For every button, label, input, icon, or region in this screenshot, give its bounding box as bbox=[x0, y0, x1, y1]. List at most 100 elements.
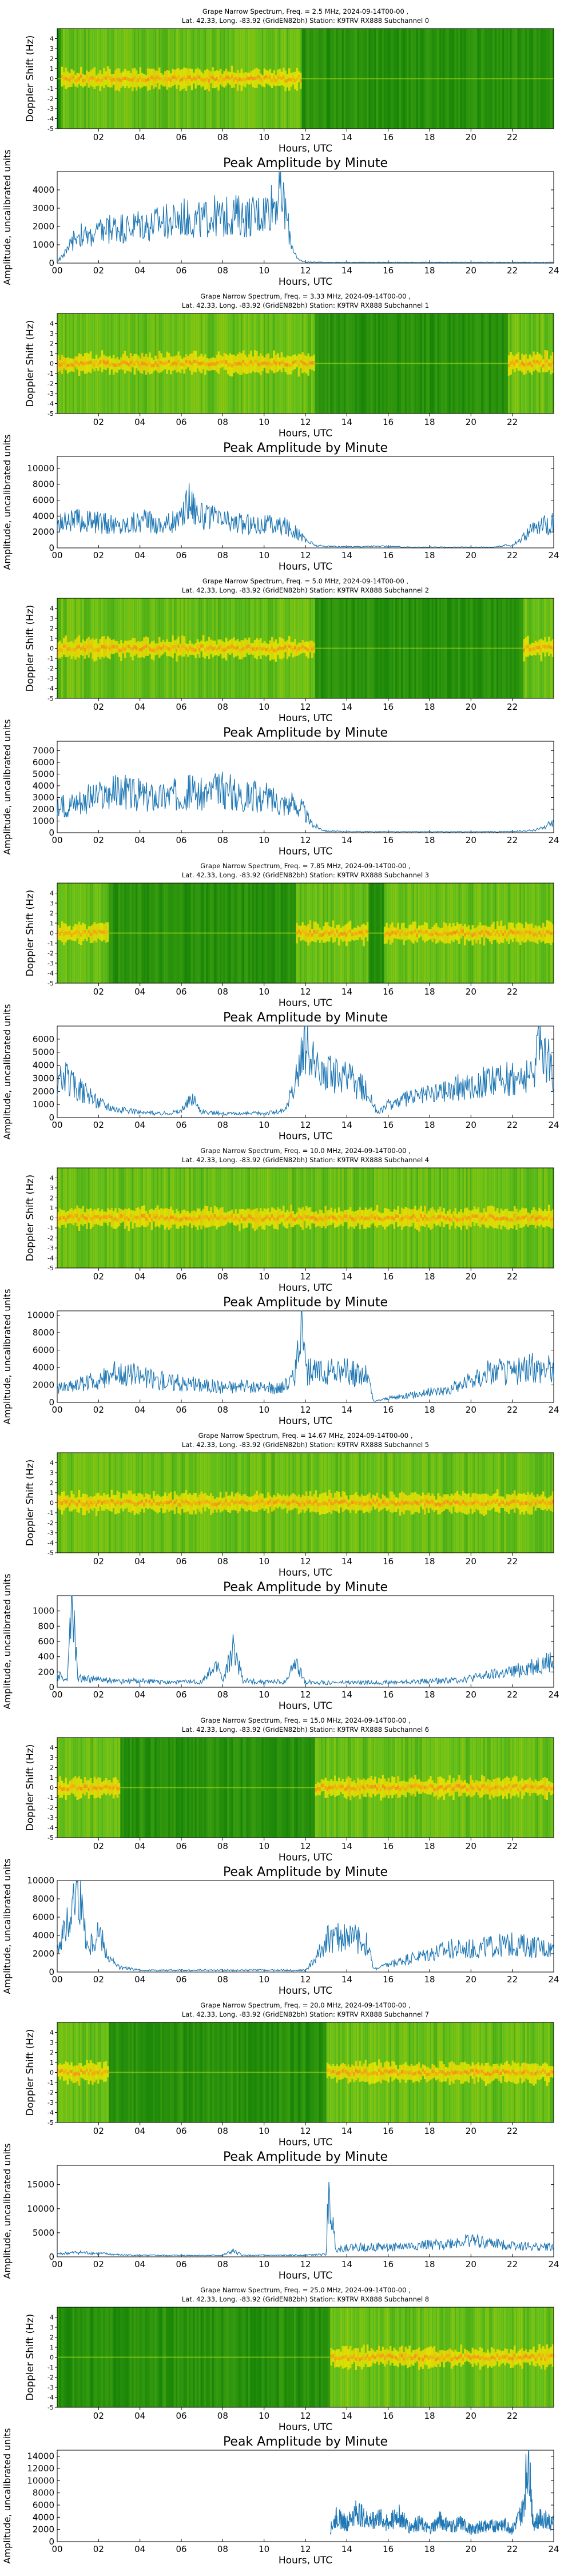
spectrum-faint-carrier bbox=[426, 648, 428, 649]
spectrum-faint-carrier bbox=[430, 78, 432, 79]
spectrum-faint-carrier bbox=[334, 363, 336, 364]
spectrum-carrier bbox=[431, 1216, 434, 1219]
spectrum-carrier bbox=[515, 931, 518, 935]
spectrum-carrier bbox=[380, 1218, 382, 1221]
spectrum-faint-carrier bbox=[500, 78, 503, 79]
spectrum-carrier bbox=[189, 1217, 191, 1220]
spectrum-carrier bbox=[471, 1502, 474, 1505]
spectrum-carrier bbox=[122, 77, 125, 80]
spectrum-carrier bbox=[109, 77, 111, 80]
spectrum-carrier bbox=[357, 931, 359, 935]
spectrum-faint-carrier bbox=[264, 933, 266, 934]
y-tick-label: 6000 bbox=[33, 1034, 54, 1044]
spectrum-faint-carrier bbox=[426, 363, 428, 364]
spectrum-carrier bbox=[172, 1215, 174, 1219]
spectrum-carrier bbox=[307, 363, 309, 366]
spectrum-faint-carrier bbox=[124, 933, 126, 934]
spectrum-carrier bbox=[447, 1216, 449, 1219]
spectrum-faint-carrier bbox=[252, 933, 255, 934]
spectrum-carrier bbox=[92, 76, 94, 79]
spectrum-carrier bbox=[386, 1216, 388, 1219]
spectrum-carrier bbox=[183, 76, 185, 79]
x-tick-label: 02 bbox=[93, 987, 104, 997]
spectrum-carrier bbox=[443, 931, 445, 935]
spectrum-carrier bbox=[401, 1500, 403, 1504]
spectrum-faint-carrier bbox=[187, 933, 189, 934]
spectrum-carrier bbox=[477, 1500, 479, 1504]
spectrum-carrier bbox=[271, 1502, 273, 1506]
spectrum-carrier bbox=[78, 931, 81, 935]
spectrum-carrier bbox=[448, 1502, 451, 1505]
spectrum-faint-carrier bbox=[439, 648, 442, 649]
spectrum-carrier bbox=[462, 1217, 464, 1221]
spectrum-faint-carrier bbox=[495, 363, 497, 364]
spectrum-carrier bbox=[345, 1500, 348, 1504]
spectrum-faint-carrier bbox=[279, 933, 281, 934]
spectrum-carrier bbox=[451, 1502, 453, 1505]
spectrum-faint-carrier bbox=[403, 78, 405, 79]
spectrum-faint-carrier bbox=[420, 648, 422, 649]
x-tick-label: 06 bbox=[176, 1689, 186, 1700]
spectrum-carrier bbox=[357, 1501, 359, 1505]
y-tick-label: -5 bbox=[47, 1265, 54, 1272]
spectrum-carrier bbox=[535, 1217, 537, 1221]
spectrum-carrier bbox=[118, 363, 121, 367]
spectrum-carrier bbox=[488, 1502, 491, 1505]
y-axis-label: Doppler Shift (Hz) bbox=[25, 605, 36, 692]
spectrum-faint-carrier bbox=[475, 648, 478, 649]
spectrum-carrier bbox=[69, 931, 71, 934]
spectrum-carrier bbox=[143, 1214, 145, 1218]
spectrum-carrier bbox=[63, 932, 65, 936]
spectrum-faint-carrier bbox=[191, 933, 193, 934]
spectrum-carrier bbox=[141, 1214, 144, 1218]
spectrum-faint-carrier bbox=[454, 78, 456, 79]
spectrum-carrier bbox=[273, 649, 275, 652]
spectrum-carrier bbox=[363, 1218, 365, 1221]
spectrum-carrier bbox=[288, 78, 291, 81]
spectrum-carrier bbox=[158, 646, 161, 649]
y-tick-label: 2 bbox=[50, 340, 54, 348]
spectrum-carrier bbox=[157, 364, 159, 367]
spectrum-faint-carrier bbox=[158, 933, 161, 934]
spectrum-faint-carrier bbox=[452, 648, 455, 649]
spectrum-faint-carrier bbox=[181, 933, 184, 934]
x-tick-label: 14 bbox=[341, 265, 352, 276]
spectrum-carrier bbox=[265, 1215, 268, 1219]
spectrum-carrier bbox=[462, 929, 464, 933]
spectrum-carrier bbox=[403, 1502, 405, 1505]
spectrum-carrier bbox=[216, 77, 218, 81]
spectrum-faint-carrier bbox=[518, 648, 520, 649]
spectrum-carrier bbox=[470, 1501, 472, 1505]
spectrum-carrier bbox=[189, 1502, 191, 1505]
spectrum-carrier bbox=[122, 646, 125, 650]
spectrum-carrier bbox=[279, 646, 281, 650]
y-tick-label: 5000 bbox=[33, 769, 54, 779]
spectrum-carrier bbox=[128, 78, 130, 81]
spectrum-carrier bbox=[277, 1499, 279, 1502]
x-tick-label: 20 bbox=[466, 550, 476, 560]
spectrum-carrier bbox=[491, 1501, 493, 1504]
spectrum-carrier bbox=[307, 1215, 309, 1218]
spectrum-carrier bbox=[537, 1499, 539, 1502]
spectrum-carrier bbox=[65, 931, 67, 935]
spectrum-carrier bbox=[65, 1218, 67, 1222]
spectrum-faint-carrier bbox=[515, 648, 518, 649]
spectrum-carrier bbox=[452, 931, 455, 935]
spectrum-carrier bbox=[113, 1218, 115, 1222]
spectrum-carrier bbox=[67, 364, 69, 367]
y-tick-label: -5 bbox=[47, 125, 54, 133]
spectrum-faint-carrier bbox=[471, 78, 474, 79]
spectrum-faint-carrier bbox=[353, 78, 355, 79]
spectrum-carrier bbox=[80, 1215, 82, 1218]
spectrum-carrier bbox=[341, 932, 344, 936]
spectrum-carrier bbox=[185, 78, 188, 81]
spectrum-carrier bbox=[202, 1215, 205, 1219]
spectrum-carrier bbox=[492, 929, 495, 933]
spectrum-carrier bbox=[254, 1218, 256, 1222]
spectrum-carrier bbox=[275, 1218, 277, 1222]
spectrum-carrier bbox=[428, 1218, 430, 1221]
spectrum-faint-carrier bbox=[519, 648, 522, 649]
x-tick-label: 02 bbox=[93, 265, 104, 276]
spectrum-carrier bbox=[284, 1218, 287, 1222]
spectrum-carrier bbox=[239, 77, 241, 81]
